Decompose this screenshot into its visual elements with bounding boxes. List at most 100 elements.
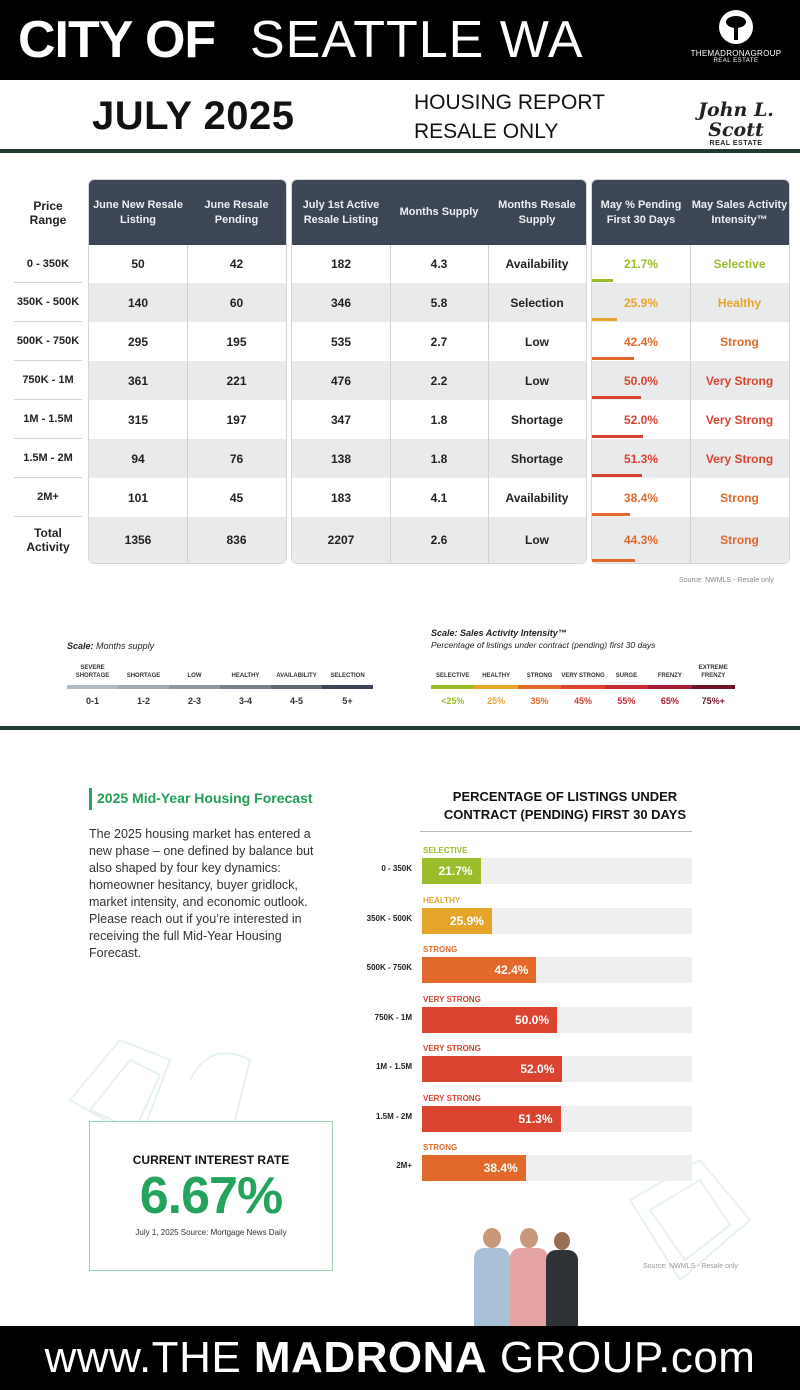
- scale-segment-availability: [271, 685, 322, 689]
- scale-label-severe-shortage: SEVERE SHORTAGE: [75, 665, 110, 679]
- cell-june-new: 295: [127, 334, 149, 349]
- cell-july-active: 346: [330, 295, 352, 310]
- june-panel-header: June New Resale Listing June Resale Pend…: [89, 180, 286, 245]
- price-range-header: Price Range: [29, 198, 67, 227]
- scale-segment-strong: [517, 685, 562, 689]
- scale-value-very-strong: 45%: [573, 696, 592, 706]
- top-banner: CITY OF SEATTLE WA THEMADRONAGROUP REAL …: [0, 0, 800, 80]
- scale-value-strong: 35%: [530, 696, 549, 706]
- city-title-bold: CITY OF: [18, 11, 216, 69]
- cell-months-supply: 1.8: [430, 451, 448, 466]
- scale-label-low: LOW: [187, 673, 202, 679]
- chart-title-rule: [420, 831, 692, 832]
- report-type: HOUSING REPORT RESALE ONLY: [414, 88, 605, 146]
- cell-may-pct: 44.3%: [623, 533, 659, 547]
- supply-scale-title: Scale: Months supply: [67, 641, 155, 651]
- cell-july-active: 2207: [327, 533, 355, 547]
- cell-june-pending: 76: [229, 451, 244, 466]
- cell-may-pct: 38.4%: [623, 490, 659, 505]
- scale-value-selection: 5+: [342, 696, 353, 706]
- bar-intensity-label-1-5m-2m: VERY STRONG: [423, 1093, 481, 1103]
- cell-months-supply: 2.2: [430, 373, 448, 388]
- cell-july-active: 183: [330, 490, 352, 505]
- team-photo: [470, 1218, 580, 1328]
- interest-rate-box: CURRENT INTEREST RATE 6.67% July 1, 2025…: [89, 1121, 333, 1271]
- pct-indicator-bar: [592, 279, 613, 282]
- cell-june-new: 1356: [124, 533, 152, 547]
- scale-label-healthy: HEALTHY: [231, 673, 260, 679]
- cell-months-supply: 5.8: [430, 295, 448, 310]
- tree-icon: [719, 10, 753, 44]
- price-range-total-activity: Total Activity: [26, 526, 70, 554]
- cell-months-supply: 2.7: [430, 334, 448, 349]
- row-background: [292, 439, 586, 478]
- scale-segment-shortage: [118, 685, 169, 689]
- july-panel-header: July 1st Active Resale Listing Months Su…: [292, 180, 586, 245]
- cell-june-new: 361: [127, 373, 149, 388]
- scale-segment-extreme-frenzy: [691, 685, 735, 689]
- table-source: Source: NWMLS - Resale only: [679, 577, 774, 584]
- scale-segment-very-strong: [561, 685, 605, 689]
- bar-intensity-label-350k-500k: HEALTHY: [423, 895, 461, 905]
- scale-label-frenzy: FRENZY: [657, 673, 682, 679]
- cell-june-new: 50: [131, 257, 145, 271]
- logo-sub: REAL ESTATE: [713, 58, 759, 64]
- cell-months-resale: Low: [525, 373, 549, 388]
- intensity-scale-title: Scale: Sales Activity Intensity™: [431, 628, 567, 638]
- website-url[interactable]: www.THE MADRONA GROUP.com: [44, 1333, 756, 1382]
- cell-months-supply: 2.6: [430, 533, 448, 547]
- price-range-350k-500k: 350K - 500K: [14, 283, 82, 322]
- pct-indicator-bar: [592, 513, 630, 516]
- header-may-pct: May % Pending First 30 Days: [600, 198, 682, 226]
- header-may-intensity: May Sales Activity Intensity™: [691, 198, 788, 226]
- cell-may-intensity: Strong: [720, 533, 759, 547]
- divider: [0, 726, 800, 730]
- scale-value-low: 2-3: [187, 696, 201, 706]
- bar-2m-: 38.4%: [422, 1155, 526, 1181]
- cell-months-supply: 4.3: [430, 257, 448, 271]
- interest-value: 6.67%: [139, 1167, 283, 1225]
- brand-sub: REAL ESTATE: [709, 140, 763, 147]
- june-panel: June New Resale Listing June Resale Pend…: [89, 180, 286, 563]
- bar-500k-750k: 42.4%: [422, 957, 537, 983]
- intensity-scale-subtitle: Percentage of listings under contract (p…: [431, 640, 656, 650]
- bar-value-label-0-350k: 21.7%: [438, 864, 473, 878]
- scale-segment-low: [169, 685, 220, 689]
- bar-track-2m-: 38.4%: [422, 1155, 692, 1181]
- scale-value-healthy: 3-4: [238, 696, 252, 706]
- cell-months-resale: Shortage: [510, 412, 563, 427]
- scale-value-healthy: 25%: [487, 696, 506, 706]
- scale-value-availability: 4-5: [289, 696, 303, 706]
- header-june-new: June New Resale Listing: [93, 198, 183, 226]
- bar-value-label-1m-1-5m: 52.0%: [520, 1062, 555, 1076]
- bar-value-label-1-5m-2m: 51.3%: [518, 1111, 553, 1126]
- divider: [0, 149, 800, 153]
- bar-value-label-500k-750k: 42.4%: [494, 963, 529, 977]
- cell-may-pct: 52.0%: [623, 412, 659, 427]
- cell-may-pct: 25.9%: [623, 295, 659, 310]
- bar-1-5m-2m: 51.3%: [422, 1105, 561, 1132]
- bar-intensity-label-500k-750k: STRONG: [423, 945, 458, 954]
- cell-may-intensity: Very Strong: [705, 412, 774, 427]
- scale-segment-healthy: [474, 685, 518, 689]
- scale-label-selection: SELECTION: [330, 673, 365, 679]
- scale-label-strong: STRONG: [526, 673, 553, 679]
- column-divider: [187, 245, 188, 563]
- row-background: [292, 517, 586, 563]
- cell-may-intensity: Healthy: [717, 295, 762, 310]
- bar-track-1m-1-5m: 52.0%: [422, 1056, 692, 1082]
- cell-may-intensity: Strong: [720, 490, 759, 505]
- bar-1m-1-5m: 52.0%: [422, 1056, 563, 1082]
- scale-value-extreme-frenzy: 75%+: [701, 696, 725, 706]
- pct-indicator-bar: [592, 474, 642, 477]
- scale-label-healthy: HEALTHY: [482, 673, 511, 679]
- team-member-middle: [510, 1228, 548, 1328]
- forecast-body: The 2025 housing market has entered a ne…: [89, 827, 314, 960]
- bar-750k-1m: 50.0%: [422, 1006, 557, 1033]
- july-panel: July 1st Active Resale Listing Months Su…: [292, 180, 586, 563]
- cell-june-new: 140: [127, 295, 149, 310]
- column-divider: [690, 245, 691, 563]
- scale-segment-surge: [604, 685, 649, 689]
- scale-value-shortage: 1-2: [136, 696, 150, 706]
- row-background: [292, 361, 586, 400]
